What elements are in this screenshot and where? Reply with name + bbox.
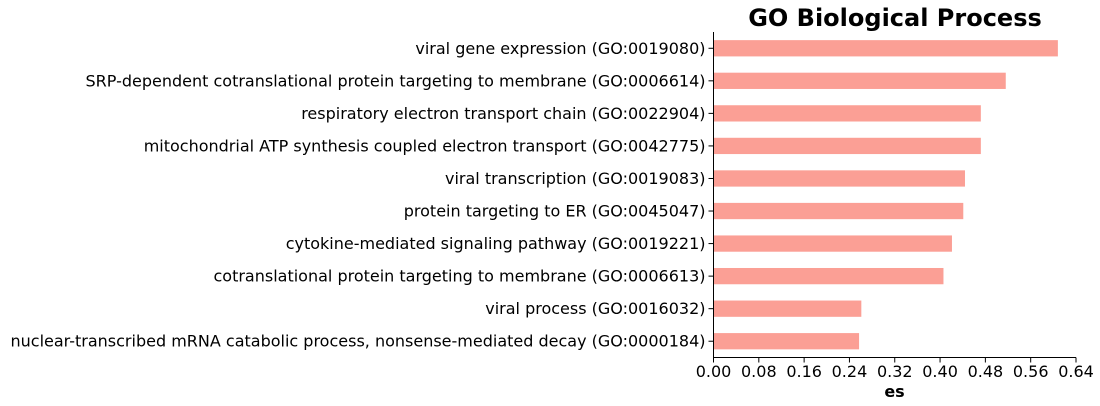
- x-tick-label: 0.16: [786, 362, 822, 381]
- category-labels: viral gene expression (GO:0019080) SRP-de…: [11, 39, 714, 351]
- bar: [713, 72, 1006, 89]
- chart-title: GO Biological Process: [748, 4, 1042, 32]
- x-tick-label: 0.32: [877, 362, 913, 381]
- category-label: viral process (GO:0016032): [485, 299, 705, 318]
- x-axis-ticks: 0.00 0.08 0.16 0.24 0.32 0.40 0.48 0.56 0.64: [696, 357, 1094, 381]
- bar: [713, 40, 1058, 57]
- bar: [713, 105, 981, 122]
- category-label: protein targeting to ER (GO:0045047): [404, 202, 706, 221]
- category-label: nuclear-transcribed mRNA catabolic proce…: [11, 332, 706, 351]
- x-tick-label: 0.64: [1058, 362, 1094, 381]
- bar: [713, 137, 981, 155]
- category-label: cytokine-mediated signaling pathway (GO:…: [286, 234, 706, 253]
- x-tick-label: 0.00: [696, 362, 732, 381]
- bar: [713, 267, 944, 285]
- category-label: viral gene expression (GO:0019080): [415, 39, 705, 58]
- x-tick-label: 0.08: [741, 362, 777, 381]
- category-label: SRP-dependent cotranslational protein ta…: [86, 71, 706, 90]
- category-label: cotranslational protein targeting to mem…: [213, 267, 705, 286]
- bar: [713, 202, 964, 220]
- x-tick-label: 0.48: [968, 362, 1004, 381]
- category-label: viral transcription (GO:0019083): [445, 169, 706, 188]
- bar: [713, 170, 965, 187]
- category-label: respiratory electron transport chain (GO…: [301, 104, 705, 123]
- x-axis-label: es: [884, 382, 904, 401]
- bar: [713, 300, 862, 317]
- x-tick-label: 0.24: [832, 362, 868, 381]
- x-tick-label: 0.40: [922, 362, 958, 381]
- bar: [713, 235, 952, 252]
- x-tick-label: 0.56: [1013, 362, 1049, 381]
- category-label: mitochondrial ATP synthesis coupled elec…: [144, 136, 706, 155]
- bars-layer: [713, 40, 1058, 350]
- bar: [713, 333, 860, 350]
